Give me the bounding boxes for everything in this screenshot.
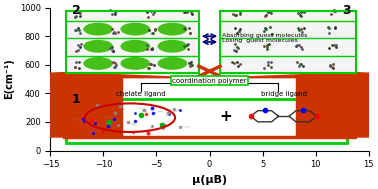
Text: 3: 3: [342, 4, 351, 17]
Ellipse shape: [83, 23, 113, 36]
Text: Absorbing guest molecules: Absorbing guest molecules: [222, 33, 308, 38]
Ellipse shape: [158, 40, 187, 53]
Ellipse shape: [121, 23, 150, 36]
FancyBboxPatch shape: [220, 11, 356, 73]
Text: Losing  guest molecules: Losing guest molecules: [222, 38, 298, 43]
Text: coordination polymer: coordination polymer: [172, 77, 247, 84]
FancyArrow shape: [226, 73, 378, 137]
Text: chelate ligand: chelate ligand: [116, 91, 166, 97]
Ellipse shape: [83, 40, 113, 53]
Text: +: +: [219, 109, 232, 124]
Ellipse shape: [158, 57, 187, 70]
Ellipse shape: [121, 40, 150, 53]
Text: 1: 1: [72, 93, 81, 106]
X-axis label: μ(μB): μ(μB): [192, 175, 227, 185]
FancyBboxPatch shape: [67, 11, 199, 73]
Ellipse shape: [158, 23, 187, 36]
FancyArrow shape: [63, 136, 356, 138]
Ellipse shape: [83, 57, 113, 70]
Text: 2: 2: [72, 4, 81, 17]
FancyBboxPatch shape: [67, 99, 347, 143]
Text: bridge ligand: bridge ligand: [261, 91, 307, 97]
Ellipse shape: [121, 57, 150, 70]
FancyArrow shape: [0, 73, 193, 137]
Y-axis label: E(cm⁻¹): E(cm⁻¹): [4, 59, 14, 99]
